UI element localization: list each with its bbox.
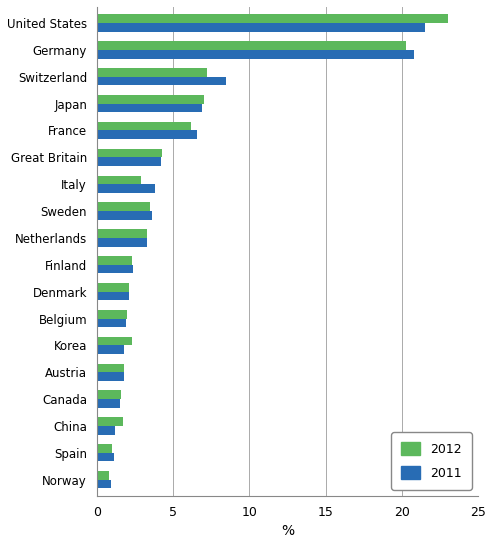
Bar — [97, 130, 198, 139]
Bar — [97, 318, 126, 327]
Bar — [97, 41, 406, 50]
Bar — [97, 23, 425, 32]
Bar — [97, 104, 202, 112]
Bar — [97, 184, 155, 193]
Bar — [97, 158, 161, 166]
Bar — [97, 372, 124, 381]
Bar — [97, 175, 141, 184]
Bar — [97, 15, 448, 23]
Bar — [97, 399, 120, 408]
Bar — [97, 256, 132, 265]
Bar — [97, 292, 129, 300]
Bar — [97, 337, 132, 346]
Bar — [97, 453, 113, 462]
Bar — [97, 77, 226, 86]
Bar — [97, 471, 109, 480]
Bar — [97, 203, 150, 211]
Bar — [97, 95, 204, 104]
Bar — [97, 310, 127, 318]
Bar — [97, 68, 207, 77]
Bar — [97, 122, 191, 130]
Bar — [97, 426, 115, 434]
Bar — [97, 238, 147, 246]
Bar — [97, 364, 124, 372]
Bar — [97, 417, 123, 426]
Bar — [97, 149, 162, 158]
Bar — [97, 211, 152, 220]
X-axis label: %: % — [281, 524, 294, 538]
Bar — [97, 229, 147, 238]
Bar — [97, 346, 124, 354]
Bar — [97, 265, 134, 274]
Bar — [97, 283, 129, 292]
Bar — [97, 480, 110, 488]
Legend: 2012, 2011: 2012, 2011 — [391, 432, 472, 489]
Bar — [97, 50, 414, 58]
Bar — [97, 390, 121, 399]
Bar — [97, 444, 112, 453]
